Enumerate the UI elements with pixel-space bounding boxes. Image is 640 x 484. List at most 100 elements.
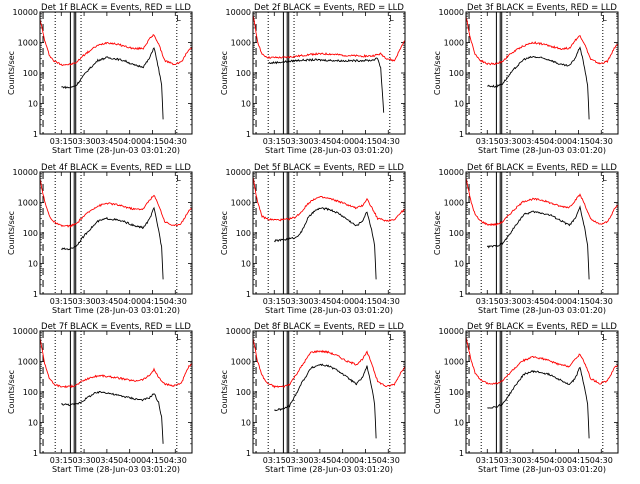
y-tick-label: 10 (28, 419, 38, 428)
x-tick-label: 03:45 (521, 137, 544, 146)
y-tick-label: 10000 (439, 327, 464, 336)
y-tick-label: 10 (241, 260, 251, 269)
panel-title: Det 8f BLACK = Events, RED = LLD (254, 322, 404, 332)
series-line-lld (465, 177, 619, 227)
x-tick-label: 03:15 (50, 297, 73, 306)
y-tick-label: 10000 (13, 327, 38, 336)
marker-label-L: L (176, 174, 181, 183)
x-axis-label: Start Time (28-Jun-03 03:01:20) (265, 306, 393, 315)
x-axis-label: Start Time (28-Jun-03 03:01:20) (52, 465, 180, 474)
y-tick-label: 10000 (13, 8, 38, 17)
panel-det-1f: Det 1f BLACK = Events, RED = LLD Counts/s… (7, 3, 193, 155)
x-axis-label: Start Time (28-Jun-03 03:01:20) (478, 146, 606, 155)
series-line-events (61, 391, 164, 444)
x-tick-label: 04:00 (544, 456, 567, 465)
x-tick-label: 03:15 (263, 297, 286, 306)
y-tick-label: 10000 (439, 168, 464, 177)
series-line-events (273, 207, 377, 280)
panel-det-4f: Det 4f BLACK = Events, RED = LLD Counts/s… (7, 163, 193, 315)
y-tick-label: 100 (449, 229, 464, 238)
y-tick-label: 1 (459, 449, 464, 458)
marker-label-L: L (176, 14, 181, 23)
y-tick-label: 100 (236, 229, 251, 238)
x-tick-label: 04:00 (331, 297, 354, 306)
plot-frame (252, 171, 406, 295)
y-tick-label: 1 (459, 290, 464, 299)
y-axis-label: Counts/sec (220, 51, 229, 95)
plot-frame (39, 330, 193, 454)
x-tick-label: 03:15 (476, 456, 499, 465)
x-tick-label: 03:30 (73, 297, 96, 306)
marker-label-L: L (176, 333, 181, 342)
x-tick-label: 04:30 (164, 297, 187, 306)
series-line-lld (39, 337, 193, 389)
x-tick-label: 03:30 (73, 137, 96, 146)
x-tick-label: 03:45 (308, 456, 331, 465)
series-line-lld (252, 14, 406, 62)
x-axis-label: Start Time (28-Jun-03 03:01:20) (52, 146, 180, 155)
series-line-lld (252, 176, 406, 222)
y-tick-label: 100 (449, 69, 464, 78)
y-tick-label: 1 (246, 130, 251, 139)
marker-label-L: L (602, 333, 607, 342)
x-tick-label: 04:15 (141, 456, 164, 465)
y-tick-label: 1000 (231, 199, 251, 208)
y-tick-label: 10 (454, 260, 464, 269)
y-axis-label: Counts/sec (7, 51, 16, 95)
marker-label-L: L (602, 174, 607, 183)
x-tick-label: 03:45 (95, 297, 118, 306)
x-tick-label: 03:45 (95, 456, 118, 465)
x-tick-label: 04:30 (377, 297, 400, 306)
series-line-events (61, 206, 164, 280)
x-tick-label: 03:30 (286, 456, 309, 465)
y-axis-label: Counts/sec (433, 211, 442, 255)
panel-title: Det 2f BLACK = Events, RED = LLD (254, 3, 404, 13)
y-tick-label: 100 (236, 69, 251, 78)
x-tick-label: 04:30 (377, 456, 400, 465)
x-tick-label: 04:00 (118, 137, 141, 146)
x-tick-label: 04:15 (141, 137, 164, 146)
plot-frame (39, 171, 193, 295)
series-line-events (487, 366, 590, 439)
marker-label-L: L (389, 14, 394, 23)
x-tick-label: 03:45 (521, 456, 544, 465)
panel-det-9f: Det 9f BLACK = Events, RED = LLD Counts/s… (433, 322, 619, 474)
panel-title: Det 9f BLACK = Events, RED = LLD (467, 322, 617, 332)
x-tick-label: 04:30 (377, 137, 400, 146)
x-tick-label: 03:45 (521, 297, 544, 306)
x-tick-label: 03:45 (308, 137, 331, 146)
series-line-lld (252, 337, 406, 389)
y-tick-label: 1000 (18, 358, 38, 367)
x-tick-label: 03:15 (476, 297, 499, 306)
x-tick-label: 03:15 (50, 456, 73, 465)
plot-frame (39, 11, 193, 135)
y-tick-label: 1000 (444, 199, 464, 208)
y-tick-label: 100 (236, 388, 251, 397)
y-tick-label: 1000 (18, 39, 38, 48)
x-tick-label: 03:30 (499, 137, 522, 146)
y-tick-label: 10 (241, 419, 251, 428)
y-tick-label: 1000 (444, 39, 464, 48)
marker-label-L: L (602, 14, 607, 23)
x-tick-label: 04:30 (164, 137, 187, 146)
x-tick-label: 04:30 (590, 456, 613, 465)
marker-label-L: L (389, 333, 394, 342)
plot-frame (465, 171, 619, 295)
x-tick-label: 03:45 (308, 297, 331, 306)
panel-det-5f: Det 5f BLACK = Events, RED = LLD Counts/s… (220, 163, 406, 315)
y-tick-label: 10 (28, 260, 38, 269)
x-tick-label: 03:30 (286, 297, 309, 306)
x-axis-label: Start Time (28-Jun-03 03:01:20) (265, 146, 393, 155)
y-tick-label: 1000 (231, 39, 251, 48)
x-tick-label: 04:00 (118, 297, 141, 306)
series-line-lld (465, 336, 619, 385)
panel-det-8f: Det 8f BLACK = Events, RED = LLD Counts/s… (220, 322, 406, 474)
x-tick-label: 04:00 (118, 456, 141, 465)
y-tick-label: 10000 (226, 8, 251, 17)
x-tick-label: 04:00 (544, 137, 567, 146)
y-axis-label: Counts/sec (7, 370, 16, 414)
y-tick-label: 1 (459, 130, 464, 139)
y-axis-label: Counts/sec (220, 211, 229, 255)
